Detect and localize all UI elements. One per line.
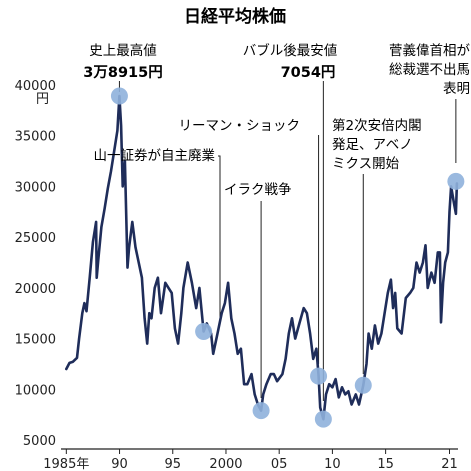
x-tick-label: 2000: [209, 457, 242, 471]
annotation-label: 山一証券が自主廃業: [94, 147, 216, 164]
event-marker: [314, 410, 332, 428]
y-axis-unit: 円: [36, 92, 49, 107]
event-markers: [110, 87, 465, 428]
annotation-label: リーマン・ショック: [179, 118, 301, 134]
annotation-label: 史上最高値: [89, 42, 157, 59]
annotation-label: 第2次安倍内閣: [332, 117, 422, 134]
y-tick-label: 15000: [15, 333, 56, 348]
y-axis-ticks: 5000 10000 15000 20000 25000 30000 35000 40000: [15, 79, 56, 449]
x-tick-label: 90: [111, 457, 128, 471]
event-marker: [310, 367, 328, 385]
annotation-value: 7054円: [281, 64, 336, 81]
x-axis-ticks: 1985年 90 95 2000 05 10 15 21: [43, 449, 458, 471]
y-tick-label: 5000: [23, 434, 56, 449]
y-tick-label: 20000: [15, 282, 56, 297]
annotation-label: バブル後最安値: [243, 42, 338, 59]
event-marker: [110, 87, 128, 105]
annotation-label: 総裁選不出馬: [389, 62, 470, 78]
x-tick-label: 95: [164, 457, 181, 471]
annotation-leaders: [118, 81, 457, 401]
annotation-label: 菅義偉首相が: [389, 42, 470, 59]
event-marker: [195, 322, 213, 340]
y-tick-label: 25000: [15, 231, 56, 246]
y-tick-label: 10000: [15, 383, 56, 398]
event-marker: [252, 402, 270, 420]
annotation-value: 3万8915円: [83, 64, 162, 81]
event-marker: [447, 172, 465, 190]
x-tick-label: 05: [271, 457, 288, 471]
annotation-label: 表明: [443, 81, 470, 97]
x-tick-label: 10: [324, 457, 341, 471]
y-tick-label: 30000: [15, 180, 56, 195]
x-tick-label: 21: [441, 457, 458, 471]
annotation-label: ミクス開始: [332, 156, 400, 172]
x-tick-label: 1985年: [43, 457, 89, 471]
event-marker: [354, 376, 372, 394]
y-tick-label: 35000: [15, 130, 56, 145]
annotation-label: 発足、アベノ: [332, 137, 413, 153]
x-tick-label: 15: [377, 457, 394, 471]
annotation-label: イラク戦争: [224, 182, 292, 198]
y-tick-label: 40000: [15, 79, 56, 94]
chart-title: 日経平均株価: [184, 6, 286, 27]
annotation-leader-line: [218, 155, 221, 320]
